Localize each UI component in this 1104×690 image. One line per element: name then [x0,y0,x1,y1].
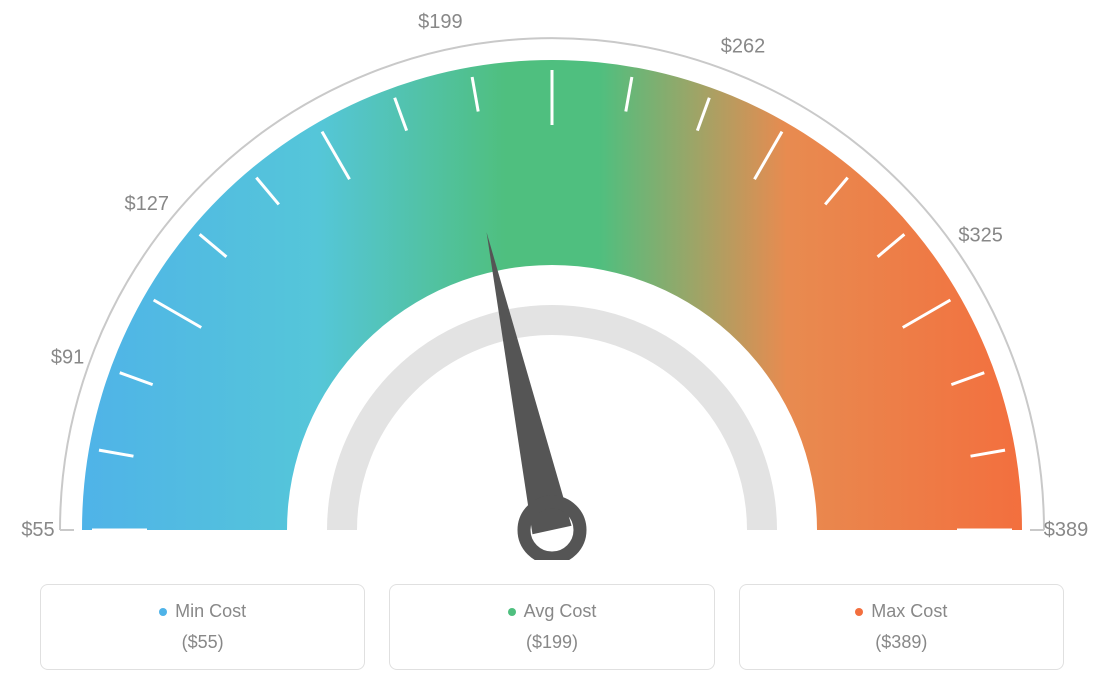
legend-value: ($55) [61,632,344,653]
gauge-area: $55 $91 $127 $199 $262 $325 $389 [0,0,1104,560]
legend-dot-icon [159,608,167,616]
gauge-tick-label: $262 [721,35,766,57]
legend-value: ($199) [410,632,693,653]
gauge-tick-label: $55 [21,519,54,541]
legend-value: ($389) [760,632,1043,653]
cost-gauge-chart: $55 $91 $127 $199 $262 $325 $389 Min Cost ($55)… [0,0,1104,690]
legend-dot-icon [855,608,863,616]
legend-card: Min Cost ($55) [40,584,365,670]
legend-title-row: Avg Cost [410,601,693,622]
gauge-tick-label: $127 [125,193,170,215]
legend-row: Min Cost ($55) Avg Cost ($199) Max Cost ($389… [0,584,1104,670]
legend-title: Min Cost [175,601,246,622]
gauge-needle [487,232,572,534]
gauge-tick-label: $325 [958,225,1003,247]
legend-card: Max Cost ($389) [739,584,1064,670]
gauge-svg: $55 $91 $127 $199 $262 $325 $389 [0,0,1104,560]
gauge-tick-label: $389 [1044,519,1089,541]
legend-title-row: Min Cost [61,601,344,622]
legend-title-row: Max Cost [760,601,1043,622]
legend-card: Avg Cost ($199) [389,584,714,670]
legend-dot-icon [508,608,516,616]
legend-title: Max Cost [871,601,947,622]
gauge-tick-label: $91 [51,346,84,368]
legend-title: Avg Cost [524,601,597,622]
gauge-tick-label: $199 [418,11,463,33]
